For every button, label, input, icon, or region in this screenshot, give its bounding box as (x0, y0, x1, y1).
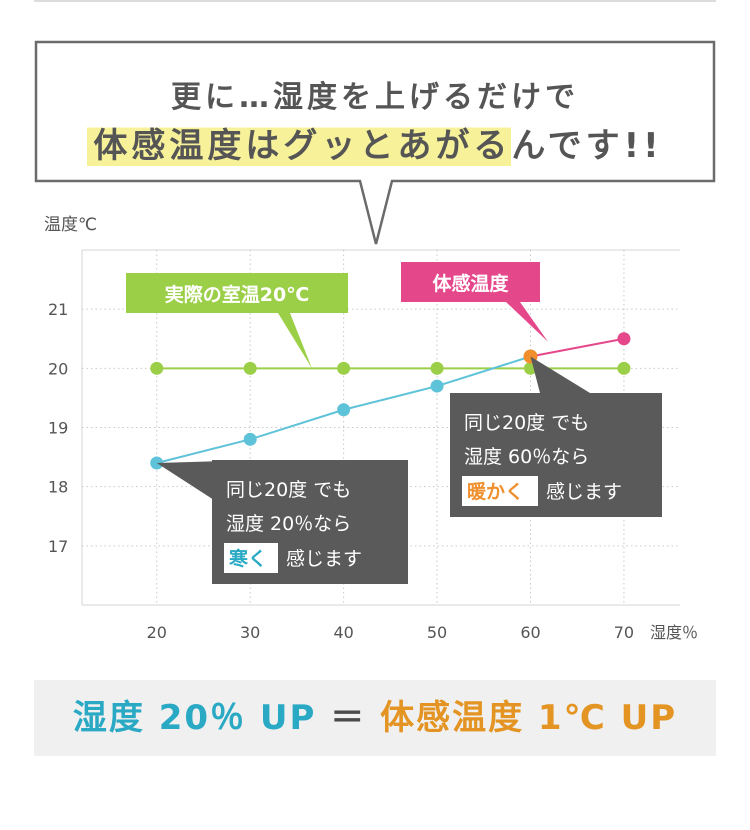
callout-line-1: 同じ20度 でも (226, 479, 351, 501)
data-point (617, 361, 631, 375)
felt-temp-label: 体感温度 (432, 272, 509, 295)
callout-badge: 寒く (229, 547, 267, 570)
data-point (337, 403, 351, 417)
x-tick-label: 60 (520, 623, 540, 642)
x-axis-label: 湿度％ (650, 623, 698, 642)
actual-temp-label-box (126, 273, 348, 369)
banner-humidity-up: 湿度 20％ UP (72, 698, 317, 738)
series-line (530, 337, 625, 358)
callout-line-2: 湿度 60％なら (464, 446, 589, 468)
data-point (430, 361, 444, 375)
x-tick-label: 20 (147, 623, 167, 642)
x-tick-label: 50 (427, 623, 447, 642)
data-point (617, 332, 631, 346)
y-tick-label: 21 (48, 300, 68, 319)
callout-line-1: 同じ20度 でも (464, 412, 589, 434)
data-point (243, 361, 257, 375)
headline-rest: んです!! (511, 126, 663, 166)
y-axis-label: 温度℃ (44, 215, 97, 235)
y-tick-label: 17 (48, 537, 68, 556)
data-point (337, 361, 351, 375)
actual-temp-label: 実際の室温20℃ (165, 283, 309, 306)
top-divider (34, 0, 716, 2)
humidity-temperature-chart: 20 30 40 50 60 70 17 18 19 20 21 温度℃ 湿度％ 実際の室温20℃ 体感温度… (44, 215, 698, 642)
x-tick-label: 40 (333, 623, 353, 642)
y-tick-label: 18 (48, 478, 68, 497)
callout-line-2: 湿度 20％なら (226, 513, 351, 535)
callout-badge-bg (224, 543, 278, 573)
data-point (243, 432, 257, 446)
data-point (430, 379, 444, 393)
y-tick-label: 20 (48, 359, 68, 378)
callout-badge-bg (462, 476, 538, 506)
banner-felt-temp-up: 体感温度 1℃ UP (380, 698, 678, 738)
y-tick-label: 19 (48, 419, 68, 438)
felt-temp-label-box (401, 262, 548, 342)
x-tick-label: 30 (240, 623, 260, 642)
data-point (150, 361, 164, 375)
banner-equals: ＝ (316, 698, 381, 738)
headline-line-1: 更に…湿度を上げるだけで (171, 80, 579, 115)
callout-tail-text: 感じます (286, 548, 362, 570)
callout-tail (530, 356, 590, 393)
headline-line-2: 体感温度はグッとあがるんです!! (40, 118, 710, 167)
callout-badge: 暖かく (467, 480, 524, 503)
headline-highlight: 体感温度はグッとあがる (87, 124, 512, 166)
summary-banner: 湿度 20％ UP ＝ 体感温度 1℃ UP (34, 680, 716, 756)
callout-tail-text: 感じます (546, 481, 622, 503)
x-tick-label: 70 (614, 623, 634, 642)
